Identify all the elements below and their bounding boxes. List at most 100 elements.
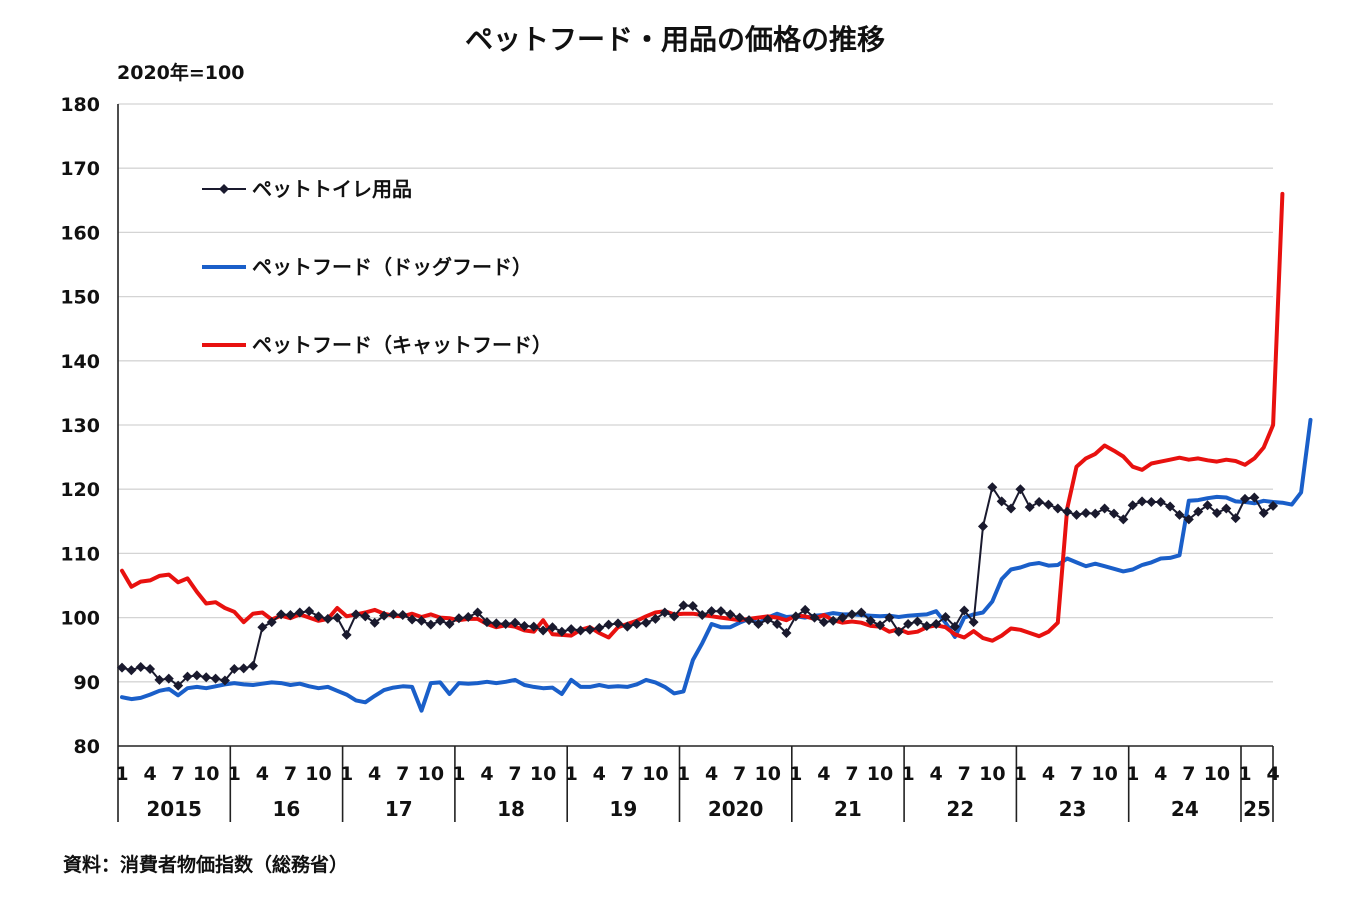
legend-label: ペットトイレ用品	[252, 177, 412, 201]
x-month-tick-label: 1	[789, 763, 802, 785]
data-point-marker	[800, 604, 811, 615]
data-point-marker	[1202, 500, 1213, 511]
data-point-marker	[603, 619, 614, 630]
x-month-tick-label: 7	[845, 763, 858, 785]
data-point-marker	[1080, 507, 1091, 518]
data-point-marker	[650, 613, 661, 624]
data-point-marker	[828, 615, 839, 626]
data-point-marker	[903, 619, 914, 630]
data-point-marker	[173, 680, 184, 691]
x-month-tick-label: 4	[1266, 763, 1279, 785]
data-point-marker	[1006, 503, 1017, 514]
data-point-marker	[397, 610, 408, 621]
x-month-tick-label: 10	[193, 763, 219, 785]
data-point-marker	[987, 482, 998, 493]
data-point-marker	[678, 600, 689, 611]
data-point-marker	[594, 622, 605, 633]
x-year-label: 23	[1059, 797, 1087, 821]
x-month-tick-label: 7	[284, 763, 297, 785]
data-point-marker	[846, 609, 857, 620]
x-month-tick-label: 4	[368, 763, 381, 785]
x-month-tick-label: 7	[733, 763, 746, 785]
y-tick-label: 80	[74, 736, 100, 758]
data-point-marker	[968, 617, 979, 628]
data-point-marker	[154, 674, 165, 685]
data-point-marker	[341, 629, 352, 640]
x-month-tick-label: 1	[1126, 763, 1139, 785]
axes	[117, 104, 1274, 822]
x-month-tick-label: 7	[958, 763, 971, 785]
data-point-marker	[135, 662, 146, 673]
x-month-tick-label: 7	[172, 763, 185, 785]
data-point-marker	[1071, 509, 1082, 520]
data-point-marker	[1024, 502, 1035, 513]
y-tick-label: 180	[60, 94, 100, 116]
x-month-tick-label: 1	[1238, 763, 1251, 785]
x-month-tick-label: 4	[143, 763, 156, 785]
x-month-tick-label: 10	[754, 763, 780, 785]
data-point-marker	[790, 611, 801, 622]
data-point-marker	[631, 619, 642, 630]
x-month-tick-label: 1	[228, 763, 241, 785]
x-year-label: 19	[609, 797, 637, 821]
x-month-tick-label: 1	[340, 763, 353, 785]
data-point-marker	[1165, 501, 1176, 512]
x-month-tick-label: 10	[530, 763, 556, 785]
data-point-marker	[472, 607, 483, 618]
data-point-marker	[379, 610, 390, 621]
data-point-marker	[201, 672, 212, 683]
x-month-tick-label: 7	[621, 763, 634, 785]
data-point-marker	[949, 621, 960, 632]
data-point-marker	[1240, 493, 1250, 504]
data-point-marker	[884, 612, 895, 623]
x-month-tick-label: 1	[565, 763, 578, 785]
data-point-marker	[809, 612, 820, 623]
data-point-marker	[687, 601, 698, 612]
x-month-tick-label: 4	[1042, 763, 1055, 785]
series-line-2	[120, 417, 1313, 713]
x-month-tick-label: 1	[452, 763, 465, 785]
x-month-tick-label: 4	[930, 763, 943, 785]
data-point-marker	[1146, 497, 1157, 508]
data-point-marker	[126, 665, 137, 676]
data-point-marker	[322, 613, 333, 624]
chart-title: ペットフード・用品の価格の推移	[464, 23, 885, 56]
x-month-tick-label: 4	[256, 763, 269, 785]
data-point-marker	[285, 610, 296, 621]
y-tick-label: 100	[60, 608, 100, 630]
data-point-marker	[444, 619, 455, 630]
data-point-marker	[388, 609, 399, 620]
data-point-marker	[276, 609, 287, 620]
data-point-marker	[781, 628, 792, 639]
legend-label: ペットフード（キャットフード）	[252, 333, 552, 357]
data-point-marker	[528, 621, 539, 632]
data-point-marker	[762, 614, 773, 625]
legend-label: ペットフード（ドッグフード）	[252, 255, 532, 279]
x-month-tick-label: 4	[1154, 763, 1167, 785]
data-point-marker	[313, 611, 324, 622]
data-point-marker	[453, 613, 464, 624]
data-point-marker	[837, 612, 848, 623]
y-tick-label: 170	[60, 158, 100, 180]
y-axis-unit-label: 2020年=100	[117, 62, 245, 84]
x-month-tick-label: 1	[115, 763, 128, 785]
data-point-marker	[772, 619, 783, 630]
data-point-marker	[697, 610, 708, 621]
x-month-tick-label: 7	[508, 763, 521, 785]
data-point-marker	[219, 675, 230, 686]
data-point-marker	[566, 624, 577, 635]
data-point-marker	[584, 624, 595, 635]
x-month-tick-label: 10	[867, 763, 893, 785]
data-point-marker	[538, 625, 549, 636]
data-point-marker	[416, 615, 427, 626]
legend-marker	[219, 184, 229, 194]
series-line-1	[121, 486, 1275, 687]
data-point-marker	[725, 609, 736, 620]
data-point-marker	[744, 615, 755, 626]
x-month-tick-label: 7	[1182, 763, 1195, 785]
y-tick-labels: 80 90 100 110 120 130 140 150 160 170 180	[60, 94, 100, 758]
data-point-marker	[753, 619, 764, 630]
x-month-tick-label: 4	[480, 763, 493, 785]
x-year-label: 21	[834, 797, 862, 821]
